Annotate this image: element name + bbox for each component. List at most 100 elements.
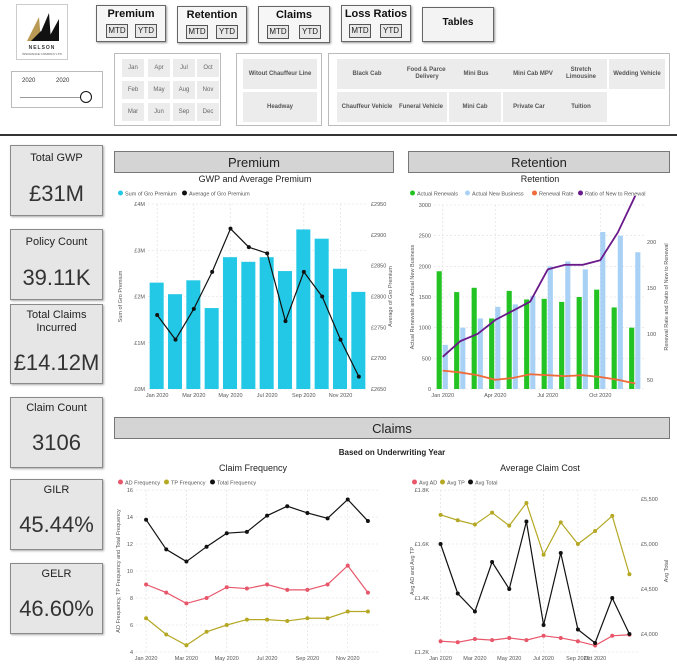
vehicle-tile[interactable]: Mini Cab <box>449 92 501 122</box>
vehicle-tile[interactable]: Tuition <box>555 92 607 122</box>
data-point <box>173 337 178 342</box>
data-point <box>507 523 512 528</box>
nav-group-premium: Premium MTD YTD <box>96 5 166 42</box>
data-point <box>490 638 495 643</box>
premium-section-header: Premium <box>114 151 394 173</box>
month-tile[interactable]: Jul <box>173 59 195 77</box>
nav-group-loss-ratios: Loss Ratios MTD YTD <box>341 5 411 42</box>
chart-title: Average Claim Cost <box>500 463 580 473</box>
retention-mtd-button[interactable]: MTD <box>186 25 208 39</box>
month-tile[interactable]: Nov <box>197 81 219 99</box>
series-line <box>156 227 360 377</box>
series-line <box>440 521 630 644</box>
retention-ytd-button[interactable]: YTD <box>216 25 238 39</box>
bar <box>611 307 617 389</box>
y-axis-title: Sum of Gro Premium <box>118 270 124 322</box>
data-point <box>204 629 209 634</box>
bar <box>530 295 536 389</box>
vehicle-tile[interactable]: Stretch Limousine <box>555 59 607 89</box>
slider-handle[interactable] <box>80 91 92 103</box>
data-point <box>541 623 546 627</box>
claims-ytd-button[interactable]: YTD <box>299 25 321 39</box>
legend-marker <box>210 479 215 485</box>
series-line <box>145 564 369 605</box>
bar <box>277 271 293 389</box>
cover-type-tile[interactable]: Witout Chauffeur Line <box>243 59 317 89</box>
x-tick-label: Sep 2020 <box>292 393 316 399</box>
y2-tick-label: 150 <box>647 286 656 292</box>
bar <box>582 269 588 389</box>
y2-tick-label: £2950 <box>371 202 386 208</box>
data-point <box>325 582 330 587</box>
month-tile[interactable]: Jun <box>148 103 170 121</box>
month-tile[interactable]: Sep <box>173 103 195 121</box>
data-point <box>610 513 615 518</box>
y-tick-label: 500 <box>422 356 431 362</box>
month-tile[interactable]: Jan <box>122 59 144 77</box>
vehicle-tile[interactable]: Mini Cab MPV <box>503 59 563 89</box>
data-point <box>558 520 563 525</box>
data-point <box>164 547 169 552</box>
data-point <box>558 551 563 555</box>
data-point <box>610 633 615 638</box>
data-point <box>164 632 169 637</box>
company-logo: NELSON INSURANCE COMPANY LTD <box>16 4 68 60</box>
vehicle-tile[interactable]: Wedding Vehicle <box>609 59 665 89</box>
nav-group-title: Retention <box>186 9 238 21</box>
vehicle-tile[interactable]: Chauffeur Vehicle <box>337 92 397 122</box>
data-point <box>338 337 343 342</box>
data-point <box>265 513 270 518</box>
month-tile[interactable]: Feb <box>122 81 144 99</box>
y2-tick-label: 50 <box>647 378 653 384</box>
legend-marker <box>440 479 445 485</box>
vehicle-tile[interactable]: Funeral Vehicle <box>395 92 447 122</box>
vehicle-tile[interactable]: Black Cab <box>337 59 397 89</box>
kpi-value: 45.44% <box>19 512 94 537</box>
y-tick-label: 8 <box>130 596 133 602</box>
y-tick-label: £1.6K <box>415 542 430 548</box>
cover-type-tile[interactable]: Headway <box>243 92 317 122</box>
y2-tick-label: £2700 <box>371 356 386 362</box>
data-point <box>575 639 580 644</box>
bar <box>351 291 366 389</box>
data-point <box>365 590 370 595</box>
loss-ratios-mtd-button[interactable]: MTD <box>349 24 371 38</box>
data-point <box>356 374 361 379</box>
vehicle-tile[interactable]: Mini Bus <box>446 59 506 89</box>
kpi-value: £14.12M <box>13 350 100 375</box>
data-point <box>224 585 229 590</box>
data-point <box>575 627 580 632</box>
month-tile[interactable]: Oct <box>197 59 219 77</box>
tables-button[interactable]: Tables <box>422 7 494 42</box>
date-range-slicer[interactable]: 2020 2020 <box>11 71 103 108</box>
x-tick-label: Jan 2020 <box>429 656 452 662</box>
legend-label: Ratio of New to Renewal <box>585 192 646 198</box>
data-point <box>593 641 598 645</box>
kpi-value: £31M <box>28 181 85 206</box>
month-tile[interactable]: Mar <box>122 103 144 121</box>
loss-ratios-ytd-button[interactable]: YTD <box>380 24 402 38</box>
month-tile[interactable]: May <box>148 81 170 99</box>
vehicle-tile[interactable]: Private Car <box>503 92 555 122</box>
month-tile[interactable]: Apr <box>148 59 170 77</box>
y-tick-label: £1M <box>134 341 145 347</box>
month-tile[interactable]: Dec <box>197 103 219 121</box>
month-tile[interactable]: Aug <box>173 81 195 99</box>
x-tick-label: Sep 2020 <box>296 656 320 662</box>
bar <box>241 261 256 389</box>
legend-label: Actual New Business <box>472 192 524 198</box>
data-point <box>627 572 632 577</box>
claims-mtd-button[interactable]: MTD <box>267 25 289 39</box>
data-point <box>204 544 209 549</box>
x-tick-label: Sep 2020 <box>566 656 590 662</box>
premium-mtd-button[interactable]: MTD <box>106 24 128 38</box>
y2-tick-label: 200 <box>647 240 656 246</box>
y-tick-label: £0M <box>134 387 145 393</box>
bar <box>436 271 442 389</box>
legend-label: Avg AD <box>419 481 437 487</box>
x-tick-label: Jan 2020 <box>146 393 169 399</box>
premium-ytd-button[interactable]: YTD <box>135 24 157 38</box>
y-tick-label: £1.2K <box>415 650 430 656</box>
slider-track <box>20 97 86 98</box>
x-tick-label: May 2020 <box>218 393 242 399</box>
